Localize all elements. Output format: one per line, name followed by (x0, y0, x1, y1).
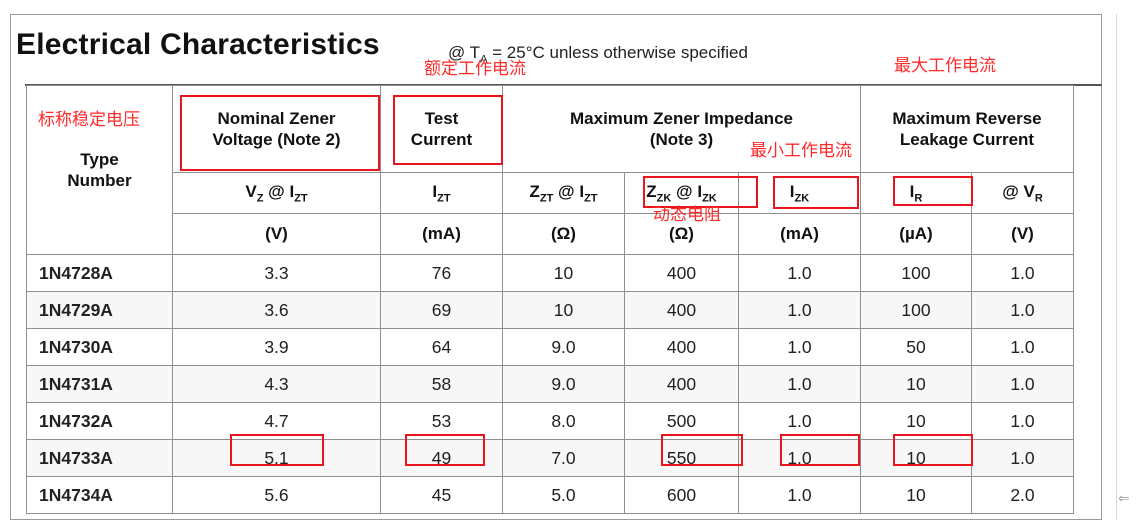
symbol-at-vr: @ VR (971, 172, 1074, 214)
value-cell: 8.0 (502, 402, 625, 440)
value-cell: 1.0 (971, 254, 1074, 292)
part-number-cell: 1N4734A (26, 476, 173, 514)
value-cell: 1.0 (971, 328, 1074, 366)
highlight-vz-value (230, 434, 324, 466)
value-cell: 400 (624, 291, 739, 329)
table-row: 1N4728A 3.3 76 10 400 1.0 100 1.0 (26, 254, 1074, 292)
value-cell: 69 (380, 291, 503, 329)
annotation-rated-current: 额定工作电流 (424, 59, 526, 79)
value-cell: 10 (502, 254, 625, 292)
header-type-number: Type Number (26, 85, 173, 255)
unit-cell: (V) (172, 213, 381, 255)
unit-cell: (mA) (380, 213, 503, 255)
highlight-ir-symbol (893, 176, 973, 206)
value-cell: 400 (624, 328, 739, 366)
value-cell: 3.6 (172, 291, 381, 329)
part-number-cell: 1N4729A (26, 291, 173, 329)
header-max-reverse-leakage: Maximum Reverse Leakage Current (860, 85, 1074, 173)
value-cell: 1.0 (738, 402, 861, 440)
value-cell: 58 (380, 365, 503, 403)
value-cell: 76 (380, 254, 503, 292)
page-title: Electrical Characteristics (16, 28, 380, 61)
value-cell: 5.0 (502, 476, 625, 514)
unit-cell: (µA) (860, 213, 972, 255)
value-cell: 3.9 (172, 328, 381, 366)
value-cell: 100 (860, 254, 972, 292)
value-cell: 1.0 (971, 365, 1074, 403)
conditions-note: @ TA = 25°C unless otherwise specified (448, 43, 748, 66)
window-edge (1116, 14, 1117, 520)
value-cell: 400 (624, 365, 739, 403)
part-number-cell: 1N4733A (26, 439, 173, 477)
value-cell: 400 (624, 254, 739, 292)
annotation-nominal-voltage: 标称稳定电压 (38, 110, 140, 130)
value-cell: 1.0 (738, 439, 861, 477)
table-row: 1N4734A 5.6 45 5.0 600 1.0 10 2.0 (26, 476, 1074, 514)
symbol-izt: IZT (380, 172, 503, 214)
table-row: 1N4732A 4.7 53 8.0 500 1.0 10 1.0 (26, 402, 1074, 440)
scroll-arrow-icon[interactable]: ⇐ (1118, 490, 1130, 506)
unit-cell: (Ω) (502, 213, 625, 255)
table-row: 1N4733A 5.1 49 7.0 550 1.0 10 1.0 (26, 439, 1074, 477)
value-cell: 5.1 (172, 439, 381, 477)
annotation-dynamic-resistance: 动态电阻 (653, 205, 721, 225)
value-cell: 600 (624, 476, 739, 514)
value-cell: 3.3 (172, 254, 381, 292)
symbol-zzt-at-izt: ZZT @ IZT (502, 172, 625, 214)
unit-cell: (mA) (738, 213, 861, 255)
annotation-max-current: 最大工作电流 (894, 56, 996, 76)
unit-cell: (V) (971, 213, 1074, 255)
value-cell: 45 (380, 476, 503, 514)
highlight-izk-symbol (773, 176, 859, 209)
table-body: 1N4728A 3.3 76 10 400 1.0 100 1.0 1N4729A 3.6 69 10… (26, 254, 1074, 514)
value-cell: 10 (860, 439, 972, 477)
value-cell: 1.0 (971, 402, 1074, 440)
highlight-izt-value (405, 434, 485, 466)
highlight-nominal-voltage-header (180, 95, 380, 171)
value-cell: 1.0 (738, 328, 861, 366)
value-cell: 1.0 (971, 291, 1074, 329)
value-cell: 550 (624, 439, 739, 477)
value-cell: 10 (860, 365, 972, 403)
highlight-izk-value (780, 434, 860, 466)
value-cell: 9.0 (502, 328, 625, 366)
table-row: 1N4731A 4.3 58 9.0 400 1.0 10 1.0 (26, 365, 1074, 403)
value-cell: 10 (502, 291, 625, 329)
header-max-zener-impedance: Maximum Zener Impedance (Note 3) (502, 85, 861, 173)
highlight-zzk-value (661, 434, 743, 466)
value-cell: 9.0 (502, 365, 625, 403)
value-cell: 64 (380, 328, 503, 366)
value-cell: 10 (860, 476, 972, 514)
highlight-ir-value (893, 434, 973, 466)
value-cell: 5.6 (172, 476, 381, 514)
value-cell: 2.0 (971, 476, 1074, 514)
value-cell: 4.3 (172, 365, 381, 403)
highlight-test-current-header (393, 95, 503, 165)
value-cell: 1.0 (738, 476, 861, 514)
value-cell: 100 (860, 291, 972, 329)
value-cell: 7.0 (502, 439, 625, 477)
part-number-cell: 1N4730A (26, 328, 173, 366)
part-number-cell: 1N4728A (26, 254, 173, 292)
symbol-vz-at-izt: VZ @ IZT (172, 172, 381, 214)
table-row: 1N4730A 3.9 64 9.0 400 1.0 50 1.0 (26, 328, 1074, 366)
value-cell: 1.0 (738, 365, 861, 403)
value-cell: 1.0 (738, 254, 861, 292)
highlight-zzk-symbol (643, 176, 758, 208)
annotation-min-current: 最小工作电流 (750, 141, 852, 161)
value-cell: 1.0 (738, 291, 861, 329)
part-number-cell: 1N4731A (26, 365, 173, 403)
characteristics-table: Type Number Nominal Zener Voltage (Note 2)… (26, 85, 1074, 514)
value-cell: 50 (860, 328, 972, 366)
header-nominal-zener: Nominal Zener Voltage (Note 2) (172, 85, 381, 173)
table-row: 1N4729A 3.6 69 10 400 1.0 100 1.0 (26, 291, 1074, 329)
value-cell: 1.0 (971, 439, 1074, 477)
value-cell: 49 (380, 439, 503, 477)
part-number-cell: 1N4732A (26, 402, 173, 440)
